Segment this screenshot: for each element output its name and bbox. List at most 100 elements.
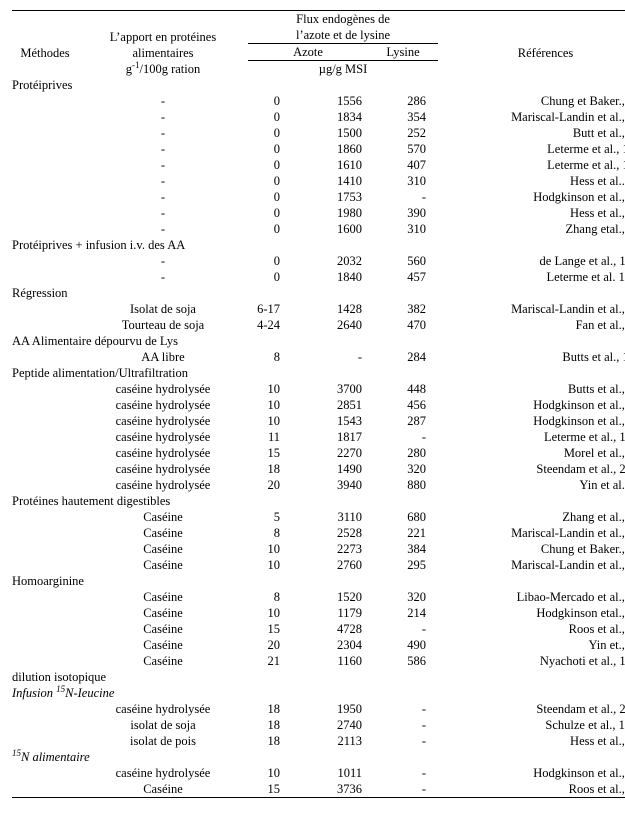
cell-intake-value: 20 xyxy=(248,637,308,653)
cell-apport: isolat de soja xyxy=(78,717,248,733)
cell-intake-value: 0 xyxy=(248,221,308,237)
cell-intake-value: 20 xyxy=(248,477,308,493)
cell-lysine: 310 xyxy=(368,173,438,189)
table-row: -01600310Zhang etal., 2002 xyxy=(12,221,625,237)
col-header-apport: L’apport en protéines alimentaires xyxy=(78,11,248,61)
cell-lysine: 287 xyxy=(368,413,438,429)
col-header-flux: Flux endogènes de l’azote et de lysine xyxy=(248,11,438,44)
cell-lysine: 457 xyxy=(368,269,438,285)
cell-apport: caséine hydrolysée xyxy=(78,445,248,461)
table-row: -01500252Butt et al., 1993 xyxy=(12,125,625,141)
table-row: -01410310Hess et al.. 1998 xyxy=(12,173,625,189)
table-row: Isolat de soja6-171428382Mariscal-Landin… xyxy=(12,301,625,317)
cell-lysine: 390 xyxy=(368,205,438,221)
table-row: caséine hydrolysée203940880Yin et al.,20… xyxy=(12,477,625,493)
cell-reference: Leterme et al., 1996c xyxy=(438,141,625,157)
cell-intake-value: 0 xyxy=(248,141,308,157)
section-label: Homoarginine xyxy=(12,573,625,589)
cell-apport: Caséine xyxy=(78,525,248,541)
cell-intake-value: 15 xyxy=(248,445,308,461)
cell-azote: 2851 xyxy=(308,397,368,413)
cell-intake-value: 15 xyxy=(248,621,308,637)
cell-intake-value: 0 xyxy=(248,125,308,141)
cell-reference: Mariscal-Landin et al., 1995 xyxy=(438,109,625,125)
cell-azote: 1817 xyxy=(308,429,368,445)
cell-intake-value: 8 xyxy=(248,589,308,605)
section-row: Protéiprives + infusion i.v. des AA xyxy=(12,237,625,253)
cell-reference: Hodgkinson etal., 2003 xyxy=(438,605,625,621)
cell-reference: Steendam et al., 2004 a xyxy=(438,701,625,717)
cell-lysine: - xyxy=(368,781,438,798)
cell-reference: Hess et al.. 1998 xyxy=(438,173,625,189)
cell-apport: caséine hydrolysée xyxy=(78,461,248,477)
cell-intake-value: 21 xyxy=(248,653,308,669)
cell-azote: 2273 xyxy=(308,541,368,557)
cell-lysine: - xyxy=(368,733,438,749)
cell-intake-value: 10 xyxy=(248,397,308,413)
cell-intake-value: 15 xyxy=(248,781,308,798)
cell-apport: - xyxy=(78,141,248,157)
cell-lysine: - xyxy=(368,701,438,717)
cell-intake-value: 10 xyxy=(248,557,308,573)
cell-azote: 1543 xyxy=(308,413,368,429)
cell-reference: Butt et al., 1993 xyxy=(438,125,625,141)
cell-apport: Caséine xyxy=(78,541,248,557)
cell-apport: - xyxy=(78,253,248,269)
cell-reference: Chung et Baker., 1992 xyxy=(438,541,625,557)
units-apport: g-1/100g ration xyxy=(78,61,248,78)
cell-azote: 2032 xyxy=(308,253,368,269)
table-row: Caséine153736-Roos et al., 1994 xyxy=(12,781,625,798)
table-row: Caséine211160586Nyachoti et al., 1997 a xyxy=(12,653,625,669)
cell-lysine: - xyxy=(368,189,438,205)
table-row: caséine hydrolysée181490320Steendam et a… xyxy=(12,461,625,477)
cell-azote: 1011 xyxy=(308,765,368,781)
section-label: Protéines hautement digestibles xyxy=(12,493,625,509)
cell-azote: 2740 xyxy=(308,717,368,733)
cell-apport: AA libre xyxy=(78,349,248,365)
cell-azote: 1410 xyxy=(308,173,368,189)
table-row: AA libre8-284Butts et al., 1993a xyxy=(12,349,625,365)
section-label: AA Alimentaire dépourvu de Lys xyxy=(12,333,625,349)
cell-intake-value: 18 xyxy=(248,701,308,717)
cell-reference: Leterme et al., 1996 a xyxy=(438,429,625,445)
cell-azote: 2640 xyxy=(308,317,368,333)
cell-azote: 2113 xyxy=(308,733,368,749)
cell-azote: 3110 xyxy=(308,509,368,525)
cell-apport: Caséine xyxy=(78,653,248,669)
cell-azote: 1860 xyxy=(308,141,368,157)
cell-azote: 3940 xyxy=(308,477,368,493)
cell-reference: Chung et Baker., 1992 xyxy=(438,93,625,109)
table-row: -01610407Leterme et al., 1996a xyxy=(12,157,625,173)
cell-reference: Hodgkinson et al., 2000 xyxy=(438,189,625,205)
cell-apport: - xyxy=(78,173,248,189)
cell-lysine: 456 xyxy=(368,397,438,413)
cell-apport: caséine hydrolysée xyxy=(78,477,248,493)
cell-lysine: 586 xyxy=(368,653,438,669)
cell-apport: - xyxy=(78,109,248,125)
table-row: caséine hydrolysée152270280Morel et al.,… xyxy=(12,445,625,461)
cell-lysine: 286 xyxy=(368,93,438,109)
cell-reference: Butts et al., 1993 xyxy=(438,381,625,397)
cell-reference: Hess et al., 2000 xyxy=(438,205,625,221)
table-row: isolat de pois182113-Hess et al., 2000 xyxy=(12,733,625,749)
cell-lysine: 407 xyxy=(368,157,438,173)
cell-lysine: 310 xyxy=(368,221,438,237)
cell-apport: Caséine xyxy=(78,781,248,798)
cell-reference: de Lange et al., 1989 a xyxy=(438,253,625,269)
cell-azote: - xyxy=(308,349,368,365)
cell-lysine: 560 xyxy=(368,253,438,269)
cell-apport: caséine hydrolysée xyxy=(78,413,248,429)
cell-apport: - xyxy=(78,189,248,205)
cell-apport: caséine hydrolysée xyxy=(78,429,248,445)
cell-azote: 3700 xyxy=(308,381,368,397)
cell-azote: 2270 xyxy=(308,445,368,461)
cell-reference: Zhang etal., 2002 xyxy=(438,221,625,237)
cell-azote: 1950 xyxy=(308,701,368,717)
cell-apport: Caséine xyxy=(78,557,248,573)
cell-reference: Mariscal-Landin et al., 2006 xyxy=(438,557,625,573)
cell-intake-value: 10 xyxy=(248,413,308,429)
col-subheader-lysine: Lysine xyxy=(368,44,438,61)
cell-reference: Mariscal-Landin et al., 1995 xyxy=(438,301,625,317)
section-row: Infusion 15N-Ieucine xyxy=(12,685,625,701)
cell-reference: Hodgkinson et al., 2000 xyxy=(438,397,625,413)
